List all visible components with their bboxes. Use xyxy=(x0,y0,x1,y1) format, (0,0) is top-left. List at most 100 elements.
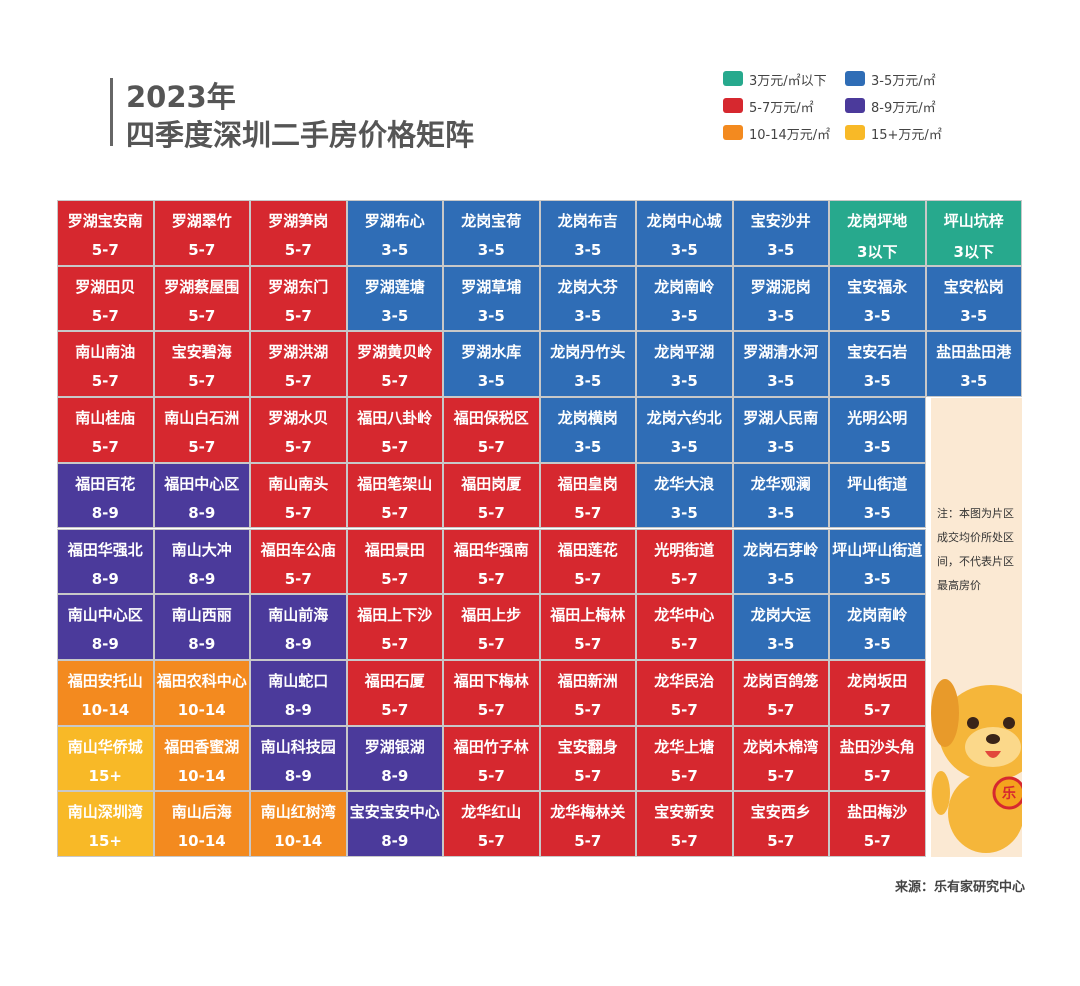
price-range: 5-7 xyxy=(670,766,698,785)
price-cell: 福田百花 8-9 xyxy=(57,462,154,529)
price-cell: 罗湖清水河 3-5 xyxy=(732,331,829,398)
district-name: 罗湖莲塘 xyxy=(364,277,425,296)
price-cell: 光明街道 5-7 xyxy=(636,528,733,595)
price-cell: 罗湖银湖 8-9 xyxy=(346,725,443,792)
price-cell: 龙华观澜 3-5 xyxy=(732,462,829,529)
price-range: 5-7 xyxy=(284,503,312,522)
price-cell: 龙岗宝荷 3-5 xyxy=(443,200,540,266)
district-name: 龙华红山 xyxy=(461,803,522,822)
price-cell: 龙岗坪地 3以下 xyxy=(829,200,926,266)
district-name: 龙岗南岭 xyxy=(847,606,908,625)
price-cell: 福田农科中心 10-14 xyxy=(153,659,250,726)
district-name: 罗湖田贝 xyxy=(75,277,136,296)
district-name: 罗湖水库 xyxy=(461,343,522,362)
district-name: 福田华强南 xyxy=(453,540,529,559)
price-cell: 福田上步 5-7 xyxy=(443,594,540,660)
district-name: 福田中心区 xyxy=(164,474,240,493)
price-range: 8-9 xyxy=(188,569,216,588)
district-name: 福田石厦 xyxy=(364,671,425,690)
price-cell: 南山中心区 8-9 xyxy=(57,594,154,660)
district-name: 龙岗宝荷 xyxy=(461,212,522,230)
district-name: 龙岗六约北 xyxy=(646,409,722,428)
district-name: 福田笔架山 xyxy=(357,474,433,493)
price-range: 10-14 xyxy=(81,700,130,719)
price-range: 3-5 xyxy=(670,503,698,522)
district-name: 龙华大浪 xyxy=(654,474,715,493)
price-cell: 宝安松岗 3-5 xyxy=(925,265,1022,332)
price-cell: 罗湖笋岗 5-7 xyxy=(250,200,347,266)
price-range: 3-5 xyxy=(574,306,602,325)
price-range: 3-5 xyxy=(670,438,698,457)
price-cell: 罗湖人民南 3-5 xyxy=(732,397,829,463)
price-cell: 福田皇岗 5-7 xyxy=(539,462,636,529)
price-cell: 宝安西乡 5-7 xyxy=(732,791,829,857)
price-range: 3-5 xyxy=(670,306,698,325)
price-range: 5-7 xyxy=(381,700,409,719)
price-cell: 南山白石洲 5-7 xyxy=(153,397,250,463)
price-cell: 南山大冲 8-9 xyxy=(153,528,250,595)
price-range: 3-5 xyxy=(767,241,795,259)
price-cell: 龙岗坂田 5-7 xyxy=(829,659,926,726)
district-name: 龙岗中心城 xyxy=(646,212,722,230)
price-cell: 龙华红山 5-7 xyxy=(443,791,540,857)
district-name: 宝安沙井 xyxy=(750,212,811,230)
price-cell: 福田八卦岭 5-7 xyxy=(346,397,443,463)
price-cell: 南山南油 5-7 xyxy=(57,331,154,398)
district-name: 福田八卦岭 xyxy=(357,409,433,428)
price-range: 5-7 xyxy=(477,700,505,719)
price-cell: 龙华中心 5-7 xyxy=(636,594,733,660)
district-name: 南山红树湾 xyxy=(260,803,336,822)
price-range: 3-5 xyxy=(863,372,891,391)
price-range: 5-7 xyxy=(477,503,505,522)
district-name: 罗湖银湖 xyxy=(364,737,425,756)
district-name: 罗湖清水河 xyxy=(743,343,819,362)
district-name: 罗湖翠竹 xyxy=(171,212,232,230)
price-range: 8-9 xyxy=(188,503,216,522)
price-range: 3-5 xyxy=(670,241,698,259)
price-range: 3以下 xyxy=(857,243,898,261)
district-name: 南山桂庙 xyxy=(75,409,136,428)
price-range: 5-7 xyxy=(574,700,602,719)
district-name: 南山后海 xyxy=(171,803,232,822)
district-name: 福田上下沙 xyxy=(357,606,433,625)
price-cell: 宝安碧海 5-7 xyxy=(153,331,250,398)
price-range: 5-7 xyxy=(574,766,602,785)
district-name: 坪山坪山街道 xyxy=(832,540,923,559)
price-cell: 龙岗丹竹头 3-5 xyxy=(539,331,636,398)
price-range: 8-9 xyxy=(284,700,312,719)
price-cell: 龙岗百鸽笼 5-7 xyxy=(732,659,829,726)
price-cell: 福田笔架山 5-7 xyxy=(346,462,443,529)
source: 来源：乐有家研究中心 xyxy=(894,880,1025,895)
price-range: 5-7 xyxy=(284,241,312,259)
district-name: 龙岗平湖 xyxy=(654,343,715,362)
price-range: 5-7 xyxy=(381,503,409,522)
title-line2: 四季度深圳二手房价格矩阵 xyxy=(126,118,475,152)
price-cell: 罗湖翠竹 5-7 xyxy=(153,200,250,266)
district-name: 龙岗百鸽笼 xyxy=(743,671,819,690)
district-name: 罗湖笋岗 xyxy=(268,212,329,230)
district-name: 福田农科中心 xyxy=(156,671,247,690)
price-cell: 南山科技园 8-9 xyxy=(250,725,347,792)
price-cell: 龙华大浪 3-5 xyxy=(636,462,733,529)
price-range: 3-5 xyxy=(381,306,409,325)
district-name: 福田皇岗 xyxy=(557,474,618,493)
price-cell: 福田石厦 5-7 xyxy=(346,659,443,726)
price-cell: 罗湖田贝 5-7 xyxy=(57,265,154,332)
price-cell: 宝安翻身 5-7 xyxy=(539,725,636,792)
district-name: 南山深圳湾 xyxy=(67,803,143,822)
price-range: 3-5 xyxy=(960,306,988,325)
price-cell: 龙岗石芽岭 3-5 xyxy=(732,528,829,595)
price-cell: 龙华上塘 5-7 xyxy=(636,725,733,792)
price-cell: 盐田盐田港 3-5 xyxy=(925,331,1022,398)
district-name: 南山蛇口 xyxy=(268,671,329,690)
price-cell: 龙岗南岭 3-5 xyxy=(829,594,926,660)
price-range: 3-5 xyxy=(767,635,795,654)
price-cell: 福田香蜜湖 10-14 xyxy=(153,725,250,792)
price-cell: 福田下梅林 5-7 xyxy=(443,659,540,726)
district-name: 龙岗木棉湾 xyxy=(743,737,819,756)
price-range: 5-7 xyxy=(188,438,216,457)
price-cell: 南山前海 8-9 xyxy=(250,594,347,660)
price-range: 5-7 xyxy=(574,635,602,654)
district-name: 南山科技园 xyxy=(260,737,336,756)
price-range: 3-5 xyxy=(863,306,891,325)
